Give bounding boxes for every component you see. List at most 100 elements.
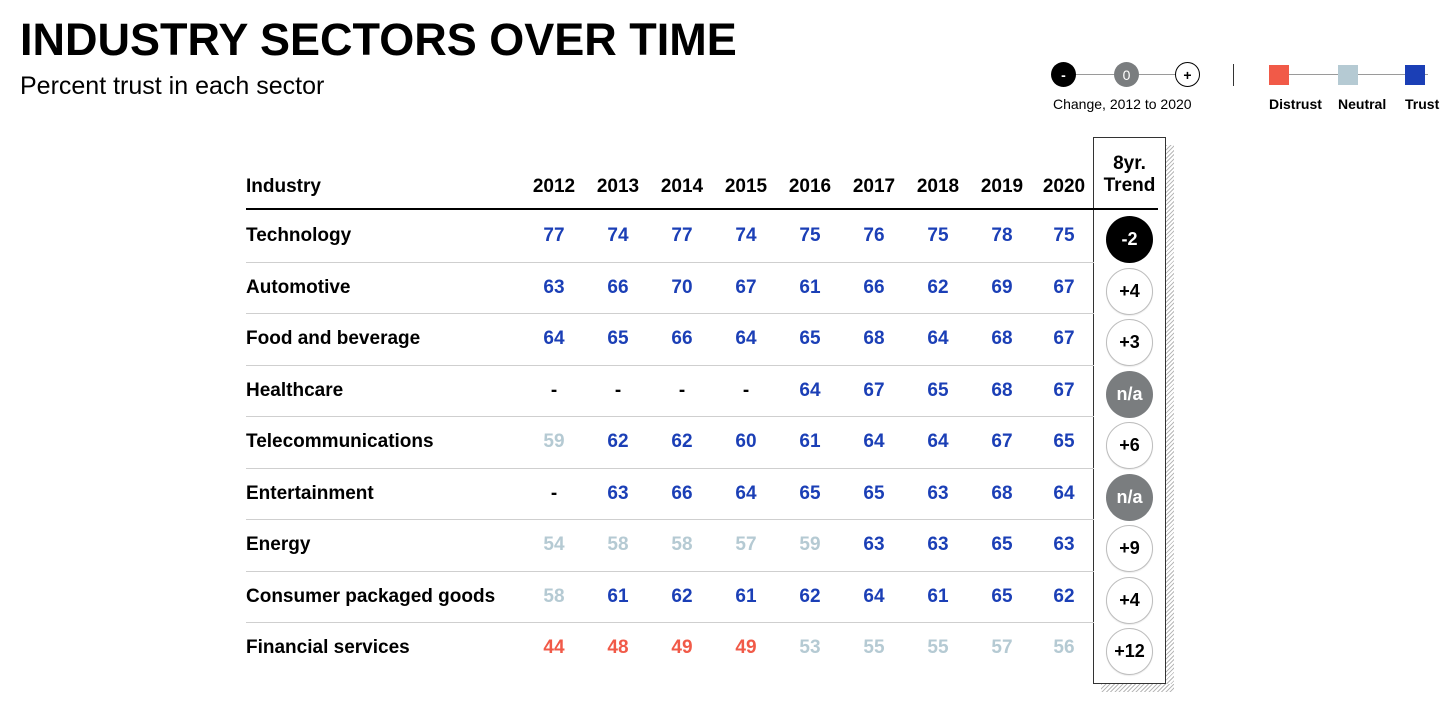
table-cell: 65 — [991, 534, 1013, 555]
distrust-label: Distrust — [1269, 96, 1322, 112]
change-positive-dot: + — [1175, 62, 1200, 87]
table-cell: 62 — [671, 431, 693, 452]
trend-column-shadow-bottom — [1101, 684, 1174, 692]
table-cell: - — [614, 379, 622, 401]
row-separator — [246, 468, 1094, 469]
neutral-swatch — [1338, 65, 1358, 85]
table-cell: 55 — [927, 637, 949, 658]
table-cell: 67 — [1053, 276, 1075, 298]
table-cell: 55 — [863, 637, 885, 658]
table-cell: 59 — [543, 431, 565, 452]
trend-header-line-1: 8yr. — [1113, 153, 1146, 174]
year-header-2016: 2016 — [788, 176, 832, 197]
table-cell: 64 — [543, 328, 565, 349]
year-header-2017: 2017 — [852, 176, 896, 197]
table-cell: 68 — [991, 379, 1013, 401]
trend-badge: -2 — [1106, 216, 1153, 263]
table-cell: 64 — [927, 328, 949, 349]
table-cell: 64 — [799, 379, 821, 401]
table-cell: 68 — [863, 328, 885, 349]
table-cell: 62 — [1053, 585, 1075, 607]
table-cell: 74 — [735, 225, 757, 246]
industry-label: Food and beverage — [246, 328, 421, 349]
year-header-2019: 2019 — [980, 176, 1024, 197]
table-cell: 57 — [991, 637, 1013, 658]
table-cell: 64 — [863, 431, 885, 452]
trend-badge: n/a — [1106, 370, 1153, 418]
header-rule — [246, 208, 1158, 210]
table-cell: 66 — [607, 276, 629, 298]
trust-scale-legend: Distrust Neutral Trust — [1260, 60, 1456, 120]
table-cell: 75 — [927, 225, 949, 246]
table-cell: 64 — [927, 431, 949, 452]
table-cell: - — [742, 379, 750, 401]
trend-badge: n/a — [1106, 473, 1153, 521]
table-cell: 70 — [671, 276, 693, 298]
trust-label: Trust — [1405, 96, 1440, 112]
distrust-swatch — [1269, 65, 1289, 85]
table-cell: 74 — [607, 225, 629, 246]
table-cell: 58 — [543, 585, 565, 607]
table-cell: 67 — [1053, 379, 1075, 401]
table-cell: 57 — [735, 534, 757, 555]
table-cell: 62 — [799, 585, 821, 607]
table-cell: 67 — [735, 276, 757, 298]
table-cell: 69 — [991, 276, 1013, 298]
trend-badge: +4 — [1106, 576, 1153, 624]
table-cell: 61 — [927, 585, 949, 607]
table-cell: 65 — [799, 482, 821, 504]
trend-badge: +12 — [1106, 628, 1153, 675]
year-header-2018: 2018 — [916, 176, 960, 197]
industry-column-header: Industry — [246, 176, 321, 197]
table-cell: 65 — [991, 585, 1013, 607]
table-cell: 60 — [735, 431, 757, 452]
trust-swatch — [1405, 65, 1425, 85]
table-cell: 67 — [991, 431, 1013, 452]
industry-label: Technology — [246, 225, 352, 246]
trend-header-line-2: Trend — [1103, 175, 1156, 196]
row-separator — [246, 262, 1094, 263]
table-cell: 66 — [863, 276, 885, 298]
table-cell: 61 — [799, 276, 821, 298]
chart-subtitle: Percent trust in each sector — [20, 72, 325, 100]
row-separator — [246, 313, 1094, 314]
row-separator — [246, 365, 1094, 366]
trend-badge: +4 — [1106, 267, 1153, 315]
table-cell: 77 — [543, 225, 565, 246]
table-cell: 61 — [735, 585, 757, 607]
year-header-2012: 2012 — [532, 176, 576, 197]
year-header-2020: 2020 — [1042, 176, 1086, 197]
table-cell: 66 — [671, 482, 693, 504]
table-cell: 62 — [671, 585, 693, 607]
table-cell: 49 — [671, 637, 693, 658]
industry-label: Entertainment — [246, 482, 374, 504]
table-cell: - — [678, 379, 686, 401]
change-zero-dot: 0 — [1114, 62, 1139, 87]
table-cell: 63 — [927, 482, 949, 504]
industry-label: Healthcare — [246, 379, 344, 401]
trend-column-shadow — [1166, 145, 1174, 692]
table-cell: 64 — [735, 482, 757, 504]
table-cell: 75 — [1053, 225, 1075, 246]
table-cell: 76 — [863, 225, 885, 246]
table-cell: 64 — [735, 328, 757, 349]
change-negative-dot: - — [1051, 62, 1076, 87]
table-cell: 65 — [607, 328, 629, 349]
year-header-2014: 2014 — [660, 176, 704, 197]
neutral-label: Neutral — [1338, 96, 1387, 112]
table-cell: 67 — [863, 379, 885, 401]
table-cell: 78 — [991, 225, 1013, 246]
table-cell: 62 — [607, 431, 629, 452]
table-cell: 65 — [799, 328, 821, 349]
table-cell: 65 — [1053, 431, 1075, 452]
industry-label: Energy — [246, 534, 311, 555]
table-cell: 65 — [863, 482, 885, 504]
table-cell: 59 — [799, 534, 821, 555]
chart-title: INDUSTRY SECTORS OVER TIME — [20, 14, 737, 65]
legend-separator — [1233, 64, 1234, 86]
year-header-2013: 2013 — [596, 176, 640, 197]
industry-label: Financial services — [246, 637, 410, 658]
row-separator — [246, 571, 1094, 572]
industry-label: Automotive — [246, 276, 351, 298]
table-cell: 77 — [671, 225, 693, 246]
